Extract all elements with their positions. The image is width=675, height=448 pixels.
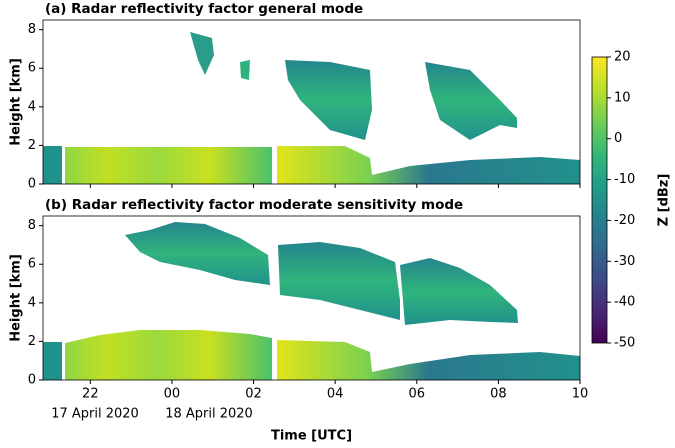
colorbar-tick-label: -30 [614,254,635,269]
reflectivity-field [43,222,580,380]
y-tick-label: 0 [28,373,36,388]
colorbar-tick-label: 0 [614,131,622,146]
colorbar-tick-label: -10 [614,172,635,187]
colorbar-tick-label: 10 [614,90,631,105]
colorbar-tick-label: -40 [614,295,635,310]
colorbar [591,56,608,344]
reflectivity-field [43,32,580,184]
y-tick-label: 2 [28,138,36,153]
y-tick-label: 6 [28,61,36,76]
x-tick-label: 06 [409,387,426,402]
x-tick-label: 22 [82,387,99,402]
y-tick-label: 4 [28,99,36,114]
x-tick-label: 02 [245,387,262,402]
date-label: 17 April 2020 [51,407,139,422]
x-axis-label: Time [UTC] [271,429,352,444]
y-tick-label: 8 [28,218,36,233]
panel-title: (b) Radar reflectivity factor moderate s… [45,197,463,213]
plot-frame [42,215,581,381]
y-tick-label: 4 [28,295,36,310]
x-tick-label: 10 [572,387,589,402]
plot-frame [42,19,581,185]
panel-title: (a) Radar reflectivity factor general mo… [45,1,363,17]
x-tick-label: 00 [164,387,181,402]
colorbar-tick-label: -20 [614,213,635,228]
y-tick-label: 2 [28,334,36,349]
y-tick-label: 8 [28,22,36,37]
colorbar-tick-label: 20 [614,50,631,65]
y-tick-label: 6 [28,257,36,272]
date-label: 18 April 2020 [165,407,253,422]
colorbar-tick-label: -50 [614,336,635,351]
y-tick-label: 0 [28,177,36,192]
x-tick-label: 08 [490,387,507,402]
colorbar-label: Z [dBz] [657,174,672,227]
y-axis-label: Height [km] [9,254,24,342]
x-tick-label: 04 [327,387,344,402]
y-axis-label: Height [km] [9,58,24,146]
